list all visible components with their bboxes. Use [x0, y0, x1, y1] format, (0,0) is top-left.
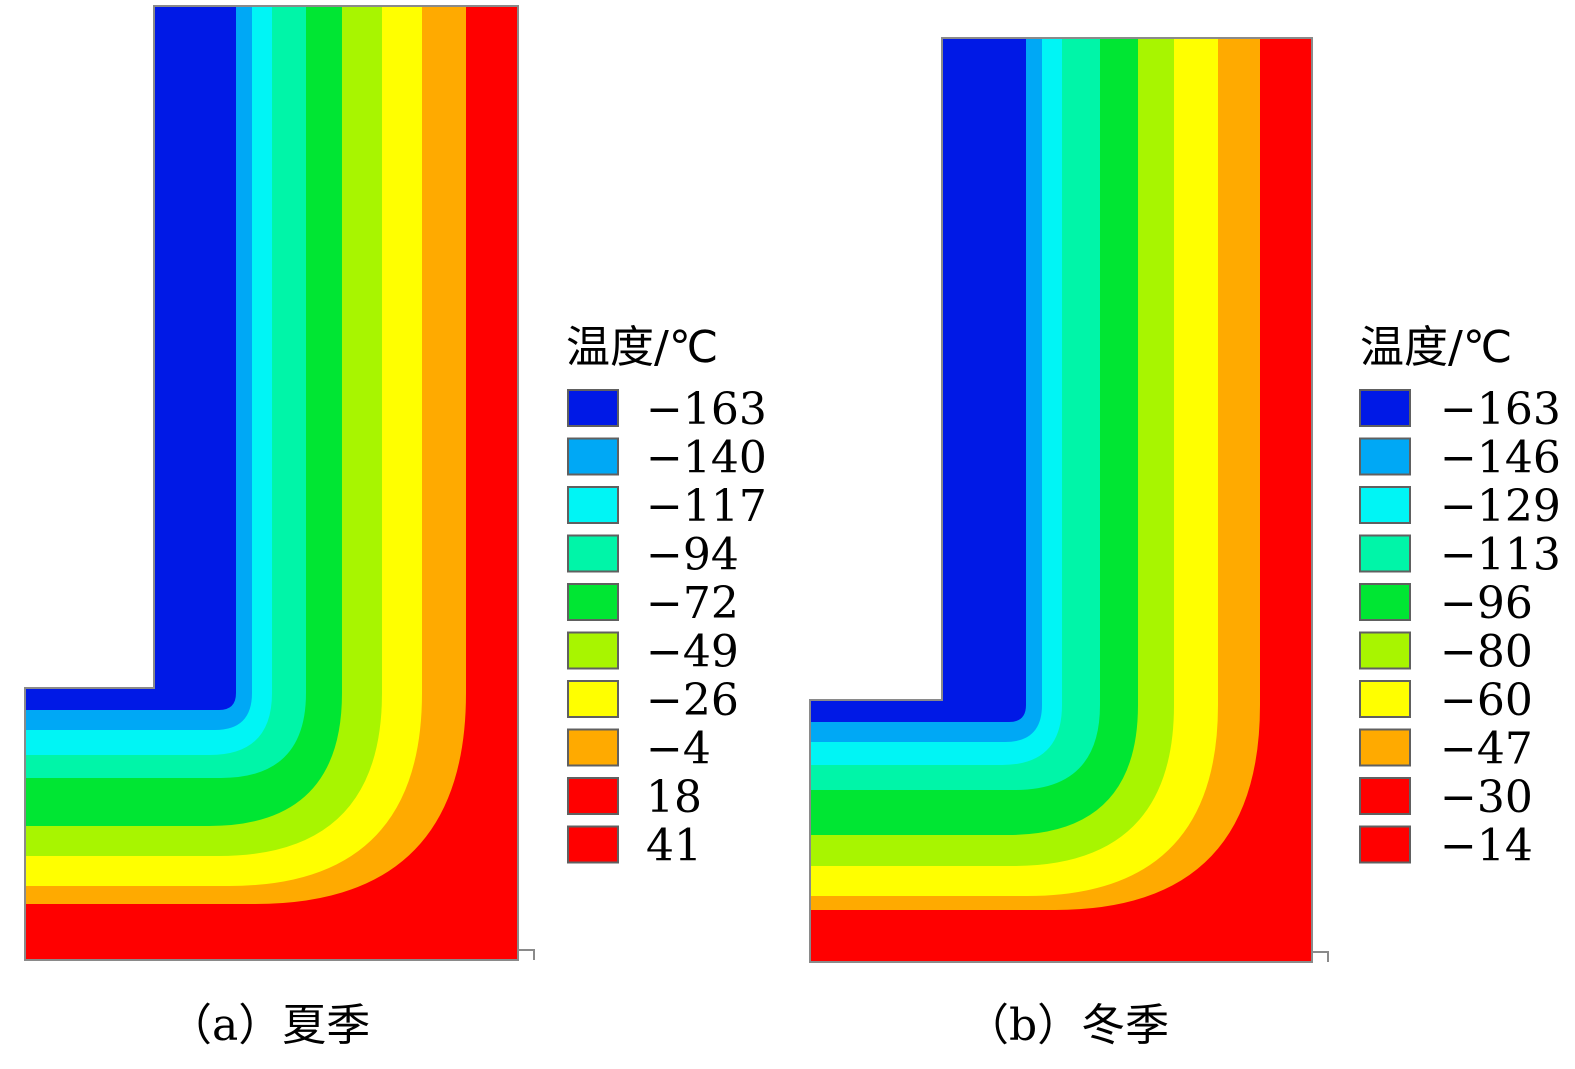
- legend-label: 41: [646, 821, 702, 872]
- legend-swatch: [1359, 534, 1411, 573]
- caption-winter: （b）冬季: [965, 1000, 1169, 1051]
- legend-swatch: [567, 825, 619, 864]
- section-outline: [24, 5, 519, 961]
- legend-swatch: [567, 631, 619, 670]
- legend-label: −129: [1440, 481, 1561, 532]
- legend-label: −72: [646, 578, 739, 629]
- legend-swatch: [1359, 389, 1411, 427]
- legend-label: −163: [646, 384, 767, 435]
- legend-label: −4: [646, 724, 711, 775]
- legend-label: −30: [1440, 772, 1533, 823]
- legend-label: −117: [646, 481, 767, 532]
- legend-winter: 温度/℃ −163−146−129−113−96−80−60−47−30−14: [1359, 322, 1561, 872]
- legend-title: 温度/℃: [566, 322, 718, 373]
- legend-label: −146: [1440, 433, 1561, 484]
- legend-label: −49: [646, 627, 739, 678]
- legend-swatch: [1359, 631, 1411, 670]
- legend-swatch: [567, 777, 619, 815]
- legend-swatch: [1359, 825, 1411, 864]
- legend-label: −47: [1440, 724, 1533, 775]
- legend-label: −14: [1440, 821, 1533, 872]
- section-outline: [809, 37, 1313, 963]
- legend-swatch: [567, 680, 619, 718]
- caption-summer: （a）夏季: [168, 1000, 370, 1051]
- legend-label: −163: [1440, 384, 1561, 435]
- legend-label: 18: [646, 772, 702, 823]
- base-step: [1312, 951, 1329, 962]
- legend-label: −80: [1440, 627, 1533, 678]
- legend-swatch: [567, 728, 619, 767]
- legend-swatch: [1359, 777, 1411, 815]
- contour-band: [810, 38, 1026, 722]
- legend-swatch: [1359, 728, 1411, 767]
- contour-plot-summer: [24, 5, 535, 961]
- legend-label: −113: [1440, 530, 1561, 581]
- legend-swatch: [567, 389, 619, 427]
- legend-swatch: [1359, 680, 1411, 718]
- legend-swatch: [567, 486, 619, 524]
- legend-swatch: [1359, 583, 1411, 621]
- legend-swatch: [567, 437, 619, 476]
- legend-title: 温度/℃: [1360, 322, 1512, 373]
- legend-label: −94: [646, 530, 739, 581]
- contour-band: [25, 6, 236, 710]
- legend-swatch: [1359, 437, 1411, 476]
- legend-label: −60: [1440, 675, 1533, 726]
- base-step: [518, 949, 535, 960]
- legend-label: −96: [1440, 578, 1533, 629]
- legend-swatch: [567, 534, 619, 573]
- contour-plot-winter: [809, 37, 1329, 963]
- legend-swatch: [1359, 486, 1411, 524]
- legend-swatch: [567, 583, 619, 621]
- legend-label: −26: [646, 675, 739, 726]
- legend-label: −140: [646, 433, 767, 484]
